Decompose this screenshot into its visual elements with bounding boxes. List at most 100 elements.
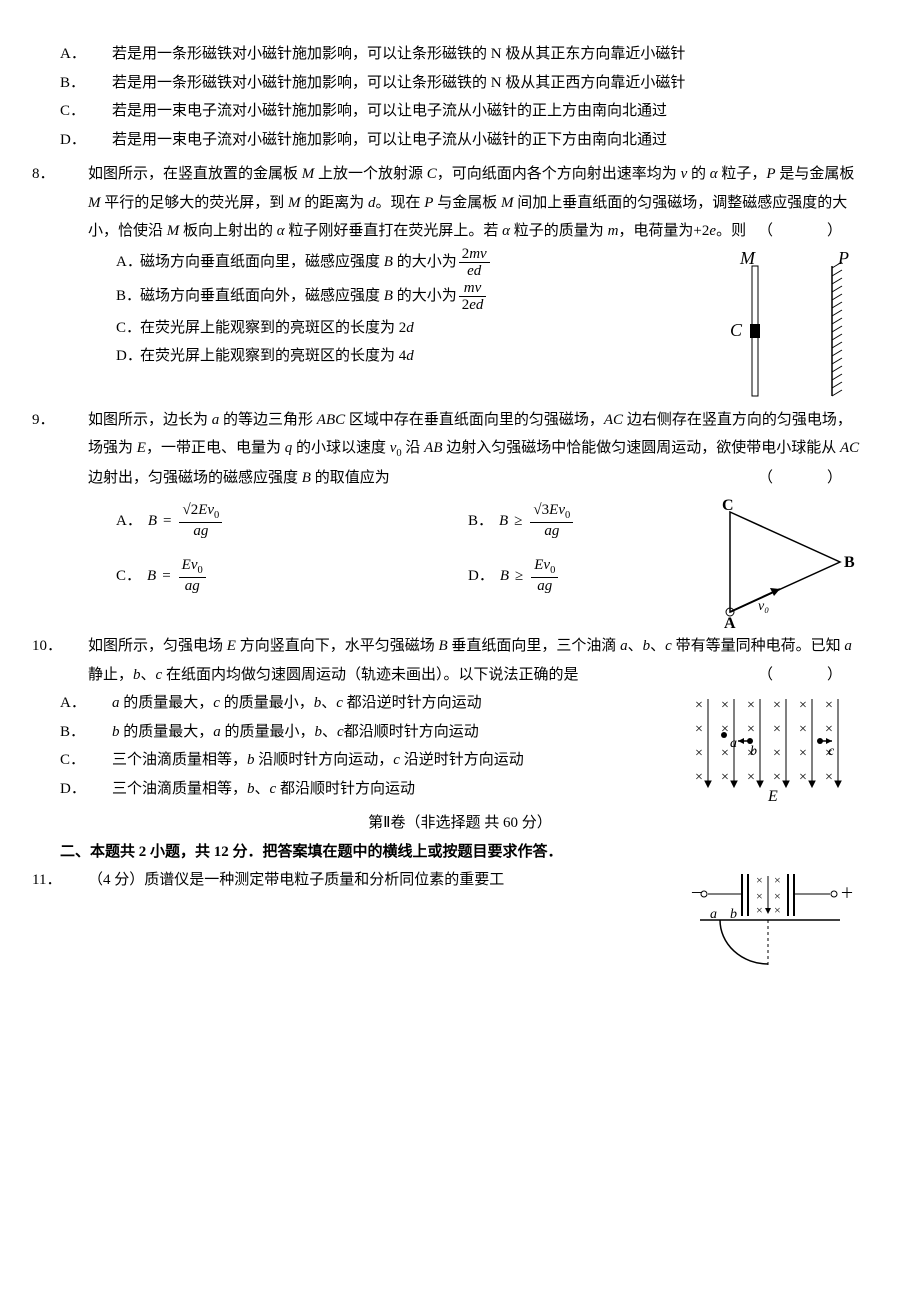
svg-text:×: ×	[773, 746, 781, 761]
svg-text:×: ×	[747, 698, 755, 713]
svg-text:×: ×	[774, 889, 781, 903]
q9-options: A． B = √2Ev0ag B． B ≥ √3Ev0ag C． B = Ev0…	[116, 502, 700, 594]
points: （4 分）	[88, 872, 144, 888]
q8-option-c: C．在荧光屏上能观察到的亮斑区的长度为 2d	[116, 314, 710, 343]
q10-option-c: C．三个油滴质量相等，b 沿顺时针方向运动，c 沿逆时针方向运动	[116, 746, 670, 775]
svg-text:×: ×	[721, 746, 729, 761]
question-number: 10．	[60, 632, 88, 661]
svg-text:×: ×	[721, 770, 729, 785]
q8-option-a: A． 磁场方向垂直纸面向里，磁感应强度 B 的大小为 2mv ed	[116, 246, 710, 280]
q9-option-c: C． B = Ev0ag	[116, 557, 348, 594]
question-number: 9．	[60, 406, 88, 435]
q10-option-b: B．b 的质量最大，a 的质量最小，b、c都沿顺时针方向运动	[116, 718, 670, 747]
svg-text:C: C	[722, 497, 734, 514]
svg-text:＋: ＋	[840, 887, 854, 902]
option-label: A．	[88, 689, 112, 718]
svg-text:×: ×	[773, 770, 781, 785]
svg-text:×: ×	[825, 698, 833, 713]
svg-text:a: a	[710, 907, 717, 922]
svg-text:×: ×	[799, 698, 807, 713]
option-label: B．	[88, 718, 112, 747]
svg-text:v₀: v₀	[758, 599, 769, 614]
option-label: B．	[116, 282, 140, 311]
option-text: 若是用一条形磁铁对小磁针施加影响，可以让条形磁铁的 N 极从其正西方向靠近小磁针	[112, 75, 685, 91]
q8-figure: M P C	[720, 246, 860, 406]
svg-text:×: ×	[695, 722, 703, 737]
option-label: D．	[116, 342, 140, 371]
option-label: A．	[116, 248, 140, 277]
option-label: B．	[88, 69, 112, 98]
svg-text:×: ×	[799, 770, 807, 785]
section-2-heading: 二、本题共 2 小题，共 12 分．把答案填在题中的横线上或按题目要求作答．	[60, 838, 860, 867]
q11: 11．（4 分）质谱仪是一种测定带电粒子质量和分析同位素的重要工 － ＋ ×× …	[60, 866, 860, 976]
svg-text:×: ×	[695, 698, 703, 713]
q8-option-b: B． 磁场方向垂直纸面向外，磁感应强度 B 的大小为 mv 2ed	[116, 280, 710, 314]
svg-text:b: b	[730, 907, 737, 922]
q9-stem: 9．如图所示，边长为 a 的等边三角形 ABC 区域中存在垂直纸面向里的匀强磁场…	[88, 406, 860, 493]
svg-text:×: ×	[773, 698, 781, 713]
svg-text:×: ×	[825, 722, 833, 737]
svg-text:×: ×	[695, 746, 703, 761]
answer-blank: （ ）	[786, 661, 850, 690]
svg-text:×: ×	[756, 903, 763, 917]
svg-text:×: ×	[799, 722, 807, 737]
q10: 10．如图所示，匀强电场 E 方向竖直向下，水平匀强磁场 B 垂直纸面向里，三个…	[60, 632, 860, 809]
q11-stem: 质谱仪是一种测定带电粒子质量和分析同位素的重要工	[144, 872, 504, 888]
q10-figure: E a b c ×××××× ×××××× ××××××	[680, 689, 860, 809]
q8: 8．如图所示，在竖直放置的金属板 M 上放一个放射源 C，可向纸面内各个方向射出…	[60, 160, 860, 406]
fraction: mv 2ed	[459, 280, 487, 314]
part2-title: 第Ⅱ卷（非选择题 共 60 分）	[60, 809, 860, 838]
question-number: 8．	[60, 160, 88, 189]
q7-option-d: D．若是用一束电子流对小磁针施加影响，可以让电子流从小磁针的正下方由南向北通过	[116, 126, 860, 155]
svg-text:a: a	[730, 736, 737, 751]
svg-text:×: ×	[825, 746, 833, 761]
fraction: 2mv ed	[459, 246, 490, 280]
q10-stem: 10．如图所示，匀强电场 E 方向竖直向下，水平匀强磁场 B 垂直纸面向里，三个…	[88, 632, 860, 689]
option-label: D．	[468, 562, 494, 591]
svg-text:－: －	[690, 887, 704, 902]
svg-text:×: ×	[773, 722, 781, 737]
svg-text:×: ×	[774, 903, 781, 917]
option-label: A．	[88, 40, 112, 69]
q7-options: A．若是用一条形磁铁对小磁针施加影响，可以让条形磁铁的 N 极从其正东方向靠近小…	[60, 40, 860, 154]
q9: 9．如图所示，边长为 a 的等边三角形 ABC 区域中存在垂直纸面向里的匀强磁场…	[60, 406, 860, 633]
q8-option-d: D．在荧光屏上能观察到的亮斑区的长度为 4d	[116, 342, 710, 371]
q10-option-a: A．a 的质量最大，c 的质量最小，b、c 都沿逆时针方向运动	[116, 689, 670, 718]
q9-option-b: B． B ≥ √3Ev0ag	[468, 502, 700, 539]
q9-option-a: A． B = √2Ev0ag	[116, 502, 348, 539]
q8-stem: 8．如图所示，在竖直放置的金属板 M 上放一个放射源 C，可向纸面内各个方向射出…	[88, 160, 860, 246]
q7-option-c: C．若是用一束电子流对小磁针施加影响，可以让电子流从小磁针的正上方由南向北通过	[116, 97, 860, 126]
option-label: C．	[116, 314, 140, 343]
answer-blank: （ ）	[786, 464, 850, 493]
svg-text:×: ×	[756, 889, 763, 903]
option-text: 若是用一束电子流对小磁针施加影响，可以让电子流从小磁针的正上方由南向北通过	[112, 103, 667, 119]
svg-text:M: M	[739, 248, 756, 268]
svg-text:×: ×	[774, 873, 781, 887]
svg-text:×: ×	[747, 770, 755, 785]
q10-option-d: D．三个油滴质量相等，b、c 都沿顺时针方向运动	[116, 775, 670, 804]
svg-text:×: ×	[825, 770, 833, 785]
svg-text:×: ×	[747, 746, 755, 761]
q11-figure: － ＋ ×× ×× ×× a	[680, 866, 860, 976]
option-label: C．	[116, 562, 141, 591]
option-label: C．	[88, 746, 112, 775]
answer-blank: （ ）	[786, 217, 850, 246]
svg-text:×: ×	[799, 746, 807, 761]
svg-text:B: B	[844, 554, 855, 571]
option-label: B．	[468, 507, 493, 536]
option-label: D．	[88, 126, 112, 155]
svg-text:P: P	[837, 248, 849, 268]
svg-text:×: ×	[747, 722, 755, 737]
q7-option-a: A．若是用一条形磁铁对小磁针施加影响，可以让条形磁铁的 N 极从其正东方向靠近小…	[116, 40, 860, 69]
svg-text:C: C	[730, 320, 743, 340]
svg-text:×: ×	[721, 722, 729, 737]
svg-text:×: ×	[695, 770, 703, 785]
q7-option-b: B．若是用一条形磁铁对小磁针施加影响，可以让条形磁铁的 N 极从其正西方向靠近小…	[116, 69, 860, 98]
svg-text:A: A	[724, 615, 736, 632]
option-label: C．	[88, 97, 112, 126]
option-text: 若是用一条形磁铁对小磁针施加影响，可以让条形磁铁的 N 极从其正东方向靠近小磁针	[112, 46, 685, 62]
svg-text:×: ×	[721, 698, 729, 713]
svg-text:×: ×	[756, 873, 763, 887]
q9-figure: C B A v₀	[710, 492, 860, 632]
question-number: 11．	[60, 866, 88, 895]
